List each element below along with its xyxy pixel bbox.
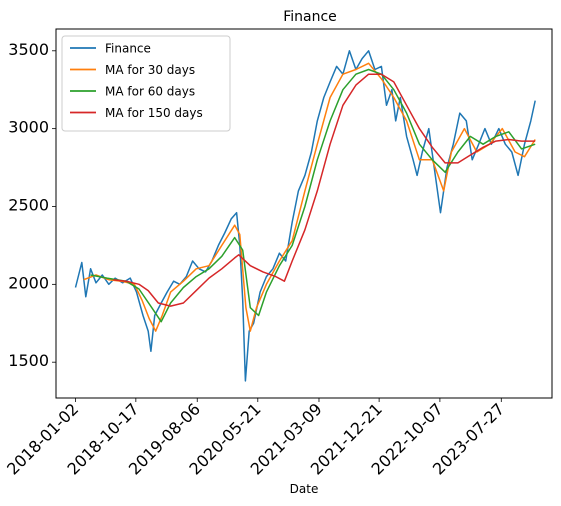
y-tick-label-0: 1500 <box>8 351 49 370</box>
x-axis-label: Date <box>290 482 319 496</box>
y-axis-ticks: 1500 2000 2500 3000 3500 <box>8 40 56 370</box>
y-tick-label-2: 2500 <box>8 195 49 214</box>
y-tick-label-1: 2000 <box>8 273 49 292</box>
legend-label-2: MA for 60 days <box>105 85 195 99</box>
legend-box <box>61 35 231 132</box>
plot-lines <box>74 50 536 382</box>
legend-label-0: Finance <box>105 42 151 56</box>
legend-label-3: MA for 150 days <box>105 106 203 120</box>
legend: Finance MA for 30 days MA for 60 days MA fo… <box>61 35 231 132</box>
series-line-2 <box>90 68 536 323</box>
y-tick-label-4: 3500 <box>8 40 49 59</box>
series-line-3 <box>113 73 536 307</box>
y-tick-label-3: 3000 <box>8 118 49 137</box>
chart-title: Finance <box>283 9 337 25</box>
series-line-0 <box>74 50 536 382</box>
legend-label-1: MA for 30 days <box>105 63 195 77</box>
series-line-1 <box>83 62 536 332</box>
plot-frame <box>55 28 553 399</box>
